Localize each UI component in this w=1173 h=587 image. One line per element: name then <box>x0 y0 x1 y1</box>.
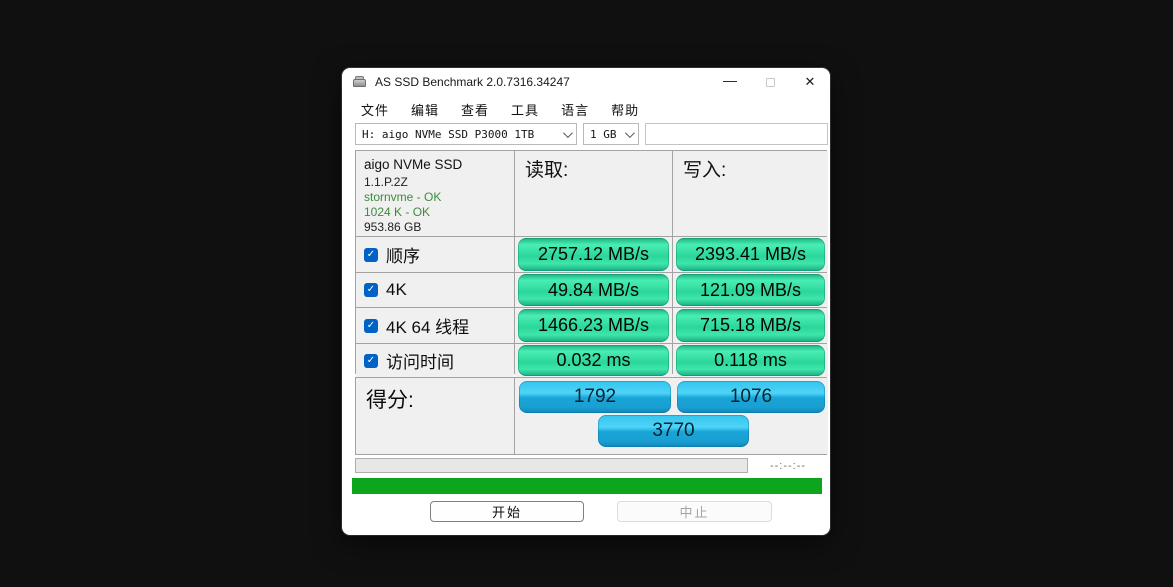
menu-bar: 文件 编辑 查看 工具 语言 帮助 <box>350 96 822 122</box>
checkbox-seq[interactable]: ✓ <box>364 247 378 262</box>
chevron-down-icon <box>624 127 635 138</box>
read-column-header: 读取: <box>515 151 672 236</box>
access-read-value: 0.032 ms <box>518 345 669 376</box>
row-acc-read-cell: 0.032 ms <box>515 344 672 377</box>
maximize-icon <box>765 77 775 87</box>
drive-select-value: H: aigo NVMe SSD P3000 1TB <box>362 127 535 141</box>
menu-item-file[interactable]: 文件 <box>361 102 390 118</box>
seq-write-value: 2393.41 MB/s <box>676 238 825 271</box>
app-icon <box>352 76 367 88</box>
title-bar: AS SSD Benchmark 2.0.7316.34247 — ✕ <box>342 68 830 96</box>
menu-item-edit[interactable]: 编辑 <box>411 102 440 118</box>
seq-read-value: 2757.12 MB/s <box>518 238 669 271</box>
window-title: AS SSD Benchmark 2.0.7316.34247 <box>375 75 570 89</box>
score-total-value: 3770 <box>598 415 749 447</box>
progress-bar <box>355 458 748 473</box>
abort-button: 中止 <box>617 501 772 522</box>
row-acc-label: 访问时间 <box>386 353 454 372</box>
checkbox-4k64[interactable]: ✓ <box>364 318 378 333</box>
minimize-button[interactable]: — <box>710 68 750 96</box>
score-section: 得分: 1792 1076 3770 <box>355 377 828 455</box>
4k64-write-value: 715.18 MB/s <box>676 309 825 342</box>
empty-combobox[interactable] <box>645 123 828 145</box>
test-size-value: 1 GB <box>590 127 617 141</box>
as-ssd-benchmark-window: AS SSD Benchmark 2.0.7316.34247 — ✕ 文件 编… <box>342 68 830 535</box>
row-seq-write-cell: 2393.41 MB/s <box>673 237 828 272</box>
alignment-status: 1024 K - OK <box>364 205 431 219</box>
row-4k64-read-cell: 1466.23 MB/s <box>515 308 672 343</box>
results-table: aigo NVMe SSD 1.1.P.2Z stornvme - OK 102… <box>355 150 828 377</box>
menu-item-view[interactable]: 查看 <box>461 102 490 118</box>
4k-write-value: 121.09 MB/s <box>676 274 825 306</box>
score-write-value: 1076 <box>677 381 825 413</box>
access-write-value: 0.118 ms <box>676 345 825 376</box>
4k64-read-value: 1466.23 MB/s <box>518 309 669 342</box>
drive-select[interactable]: H: aigo NVMe SSD P3000 1TB <box>355 123 577 145</box>
start-button[interactable]: 开始 <box>430 501 584 522</box>
4k-read-value: 49.84 MB/s <box>518 274 669 306</box>
row-4k-label: 4K <box>386 280 407 299</box>
chevron-down-icon <box>562 127 573 138</box>
driver-status: stornvme - OK <box>364 190 442 204</box>
status-bar-green <box>352 478 822 494</box>
row-seq-label: 顺序 <box>386 247 420 266</box>
row-4k-read-cell: 49.84 MB/s <box>515 273 672 307</box>
drive-capacity: 953.86 GB <box>364 220 422 234</box>
row-acc-label-cell: ✓ 访问时间 <box>356 344 514 377</box>
row-seq-read-cell: 2757.12 MB/s <box>515 237 672 272</box>
firmware-version: 1.1.P.2Z <box>364 175 408 189</box>
row-seq-label-cell: ✓ 顺序 <box>356 237 514 272</box>
row-acc-write-cell: 0.118 ms <box>673 344 828 377</box>
checkbox-access-time[interactable]: ✓ <box>364 353 378 368</box>
toolbar: H: aigo NVMe SSD P3000 1TB 1 GB <box>342 122 830 146</box>
row-4k64-label: 4K 64 线程 <box>386 318 470 337</box>
close-icon: ✕ <box>804 74 816 89</box>
write-column-header: 写入: <box>673 151 828 236</box>
elapsed-time-label: --:--:-- <box>769 459 807 472</box>
row-4k-write-cell: 121.09 MB/s <box>673 273 828 307</box>
drive-name: aigo NVMe SSD <box>364 157 463 172</box>
checkbox-4k[interactable]: ✓ <box>364 283 378 297</box>
row-4k-label-cell: ✓ 4K <box>356 273 514 307</box>
score-read-value: 1792 <box>519 381 671 413</box>
menu-item-help[interactable]: 帮助 <box>611 102 640 118</box>
score-label: 得分: <box>356 378 514 454</box>
score-area: 1792 1076 3770 <box>515 378 828 454</box>
row-4k64-label-cell: ✓ 4K 64 线程 <box>356 308 514 343</box>
row-4k64-write-cell: 715.18 MB/s <box>673 308 828 343</box>
menu-item-language[interactable]: 语言 <box>561 102 590 118</box>
menu-item-tools[interactable]: 工具 <box>511 102 540 118</box>
maximize-button <box>750 68 790 96</box>
close-button[interactable]: ✕ <box>790 68 830 96</box>
minimize-icon: — <box>723 72 737 88</box>
drive-info-panel: aigo NVMe SSD 1.1.P.2Z stornvme - OK 102… <box>356 151 514 236</box>
test-size-select[interactable]: 1 GB <box>583 123 639 145</box>
